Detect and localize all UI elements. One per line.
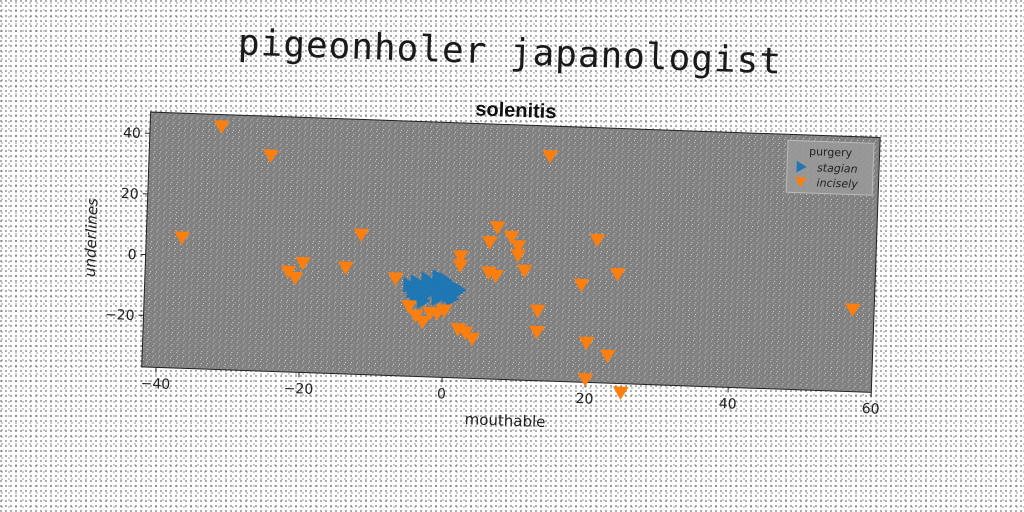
incisely-point xyxy=(503,230,520,245)
incisely-point xyxy=(489,221,506,235)
incisely-point xyxy=(452,259,469,273)
incisely-point xyxy=(577,372,594,387)
incisely-point xyxy=(482,235,498,250)
incisely-point xyxy=(510,240,527,254)
x-tick-label: 0 xyxy=(437,386,446,402)
incisely-point xyxy=(263,149,279,164)
incisely-point xyxy=(609,267,626,282)
y-axis-label: underlines xyxy=(81,198,102,278)
incisely-point xyxy=(338,261,354,275)
stagian-point xyxy=(453,281,467,298)
stagian-point xyxy=(424,274,439,291)
plot-area xyxy=(141,111,881,393)
chart-svg: solenitis −40 −20 0 20 40 60 −20 0 20 40 mouthable u… xyxy=(81,98,881,431)
legend-label-incisely: incisely xyxy=(816,176,858,190)
incisely-point xyxy=(542,150,559,164)
chart-title: solenitis xyxy=(475,98,557,123)
x-tick-label: 20 xyxy=(575,391,593,408)
x-axis-label: mouthable xyxy=(464,410,545,431)
incisely-point xyxy=(174,231,191,245)
stagian-point xyxy=(435,285,449,302)
incisely-point xyxy=(599,349,616,364)
incisely-point xyxy=(488,269,504,284)
legend-box xyxy=(785,139,875,196)
incisely-point xyxy=(529,325,545,340)
x-tick-label: 60 xyxy=(861,401,879,418)
legend-label-stagian: stagian xyxy=(817,161,858,175)
y-tick-label: 0 xyxy=(127,247,136,263)
banner-title: pigeonholer japanologist xyxy=(237,22,783,83)
legend-marker-incisely xyxy=(794,177,807,188)
stagian-point xyxy=(445,290,460,307)
incisely-point xyxy=(353,228,370,243)
incisely-point xyxy=(453,250,469,264)
stagian-point xyxy=(413,277,428,294)
incisely-point xyxy=(845,303,861,317)
incisely-point xyxy=(387,272,404,286)
incisely-point xyxy=(589,233,606,248)
incisely-point xyxy=(578,336,595,351)
y-tick-label: 20 xyxy=(121,186,139,203)
incisely-point xyxy=(414,315,431,330)
incisely-point xyxy=(295,256,311,271)
incisely-point xyxy=(516,264,533,279)
incisely-point xyxy=(529,304,546,319)
incisely-point xyxy=(464,332,481,347)
incisely-point xyxy=(573,278,590,293)
legend-marker-stagian xyxy=(796,160,807,173)
incisely-point xyxy=(436,304,453,318)
scatter-chart: solenitis −40 −20 0 20 40 60 −20 0 20 40 mouthable u… xyxy=(64,89,916,468)
x-tick-label: 40 xyxy=(718,396,736,413)
y-tick-label: −20 xyxy=(105,307,135,324)
x-tick-label: −40 xyxy=(140,376,170,393)
incisely-point xyxy=(214,120,230,134)
incisely-point xyxy=(287,271,304,286)
legend-title: purgery xyxy=(809,145,853,160)
stagian-point xyxy=(442,276,457,293)
x-tick-label: −20 xyxy=(283,381,313,398)
incisely-point xyxy=(612,386,629,401)
incisely-point xyxy=(510,249,527,263)
incisely-point xyxy=(401,299,417,314)
y-tick-label: 40 xyxy=(123,125,141,142)
stagian-point xyxy=(432,268,446,285)
